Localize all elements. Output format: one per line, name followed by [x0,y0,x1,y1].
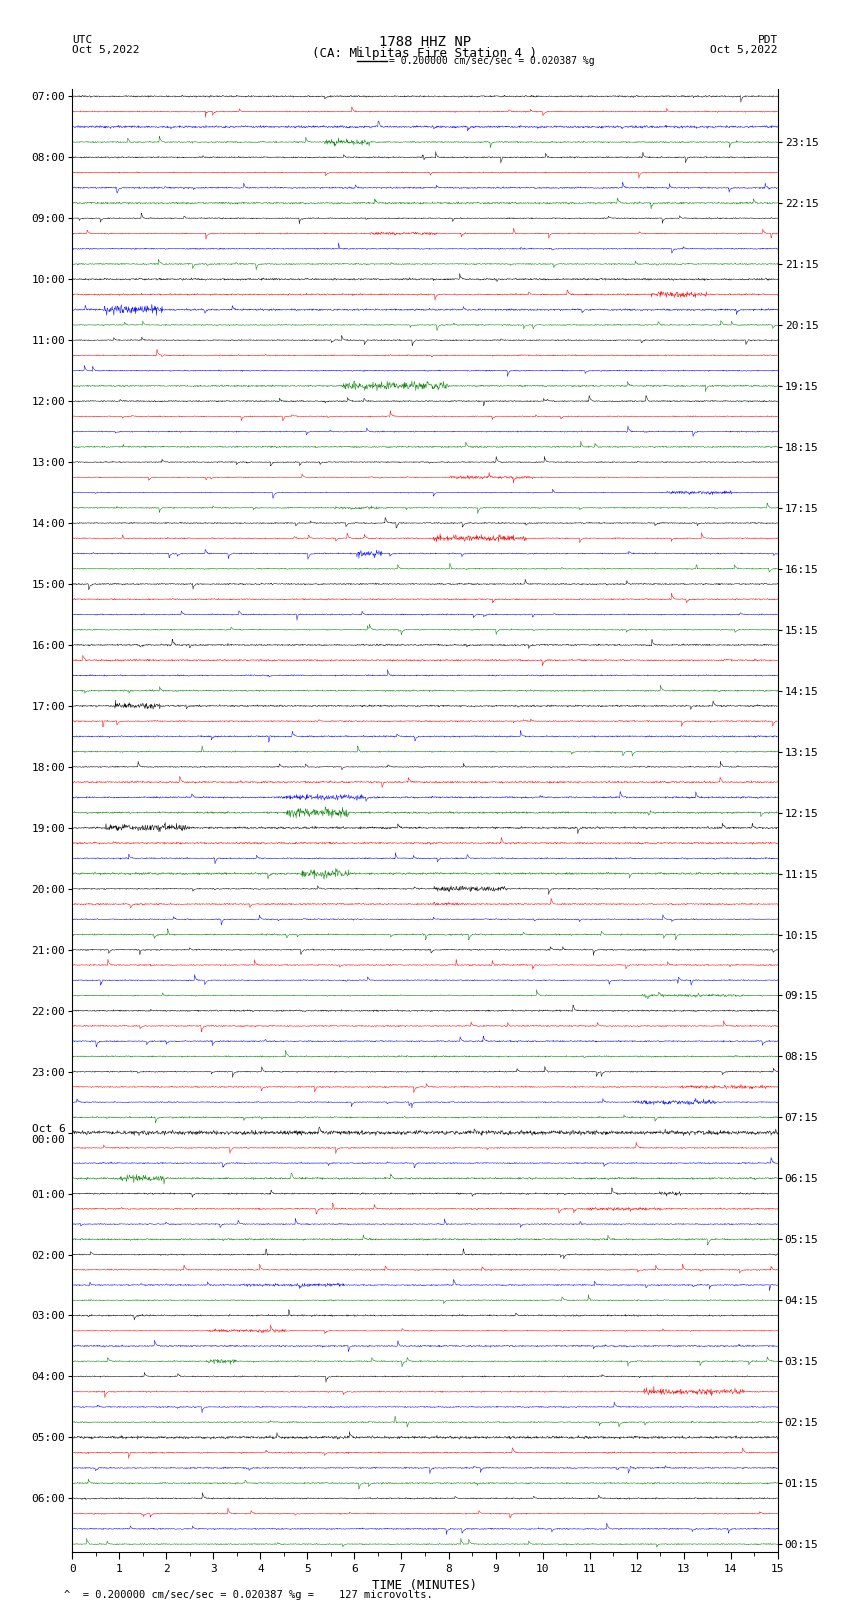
Text: UTC: UTC [72,35,93,45]
Text: PDT: PDT [757,35,778,45]
Text: ^  = 0.200000 cm/sec/sec = 0.020387 %g =    127 microvolts.: ^ = 0.200000 cm/sec/sec = 0.020387 %g = … [64,1590,433,1600]
Text: (CA: Milpitas Fire Station 4 ): (CA: Milpitas Fire Station 4 ) [313,47,537,60]
Text: = 0.200000 cm/sec/sec = 0.020387 %g: = 0.200000 cm/sec/sec = 0.020387 %g [389,56,595,66]
Text: Oct 5,2022: Oct 5,2022 [72,45,139,55]
Text: 1788 HHZ NP: 1788 HHZ NP [379,35,471,50]
X-axis label: TIME (MINUTES): TIME (MINUTES) [372,1579,478,1592]
Text: Oct 5,2022: Oct 5,2022 [711,45,778,55]
Text: |: | [354,45,360,56]
